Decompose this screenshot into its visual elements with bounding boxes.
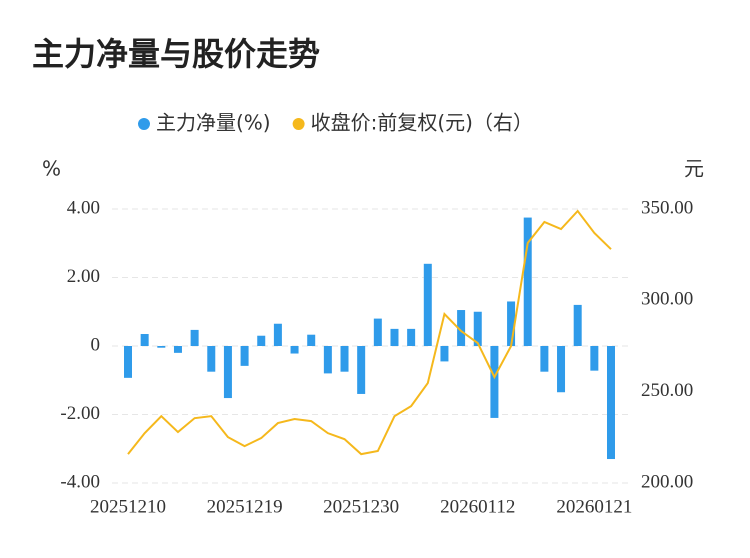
y2-tick-label: 300.00 [641,289,693,310]
bar [223,346,232,399]
bar [373,318,382,346]
bar [590,346,599,371]
legend-label: 主力净量(%) [156,111,271,135]
bar [340,346,349,372]
bar [207,346,216,372]
bar [440,346,449,362]
bar [240,346,249,366]
bar [124,346,132,378]
bar [407,328,416,346]
bar [157,346,166,348]
x-tick-label: 20260121 [556,496,632,517]
bar [557,346,566,393]
legend-marker [292,118,305,130]
y-axis-label: % [42,157,61,181]
bar [257,335,266,346]
bar [190,329,199,346]
y-tick-label: 4.00 [67,197,100,218]
bar [490,346,499,418]
legend-label: 收盘价:前复权(元)（右） [311,111,533,135]
y2-tick-label: 200.00 [641,471,693,492]
y-tick-label: -2.00 [60,403,100,424]
bar [273,323,282,346]
y2-tick-label: 350.00 [641,197,693,218]
bar [507,301,516,346]
y-tick-label: 0 [91,334,101,355]
bar [140,334,149,346]
bar [173,346,182,353]
bar [323,346,332,374]
bar [290,346,299,354]
y2-axis-label: 元 [684,157,704,181]
bar [357,346,366,394]
y2-tick-label: 250.00 [641,380,693,401]
bar [423,263,432,346]
bar [457,310,466,346]
bar [473,311,482,346]
x-tick-label: 20251219 [207,496,283,517]
y-tick-label: -4.00 [60,471,100,492]
bar [523,217,532,346]
price-line [127,209,612,456]
y-tick-label: 2.00 [67,266,100,287]
x-tick-label: 20251230 [323,496,399,517]
legend-marker [138,118,150,130]
bar [540,346,549,372]
bar [390,328,399,346]
x-tick-label: 20260112 [440,496,515,517]
bar [607,346,615,460]
chart-title: 主力净量与股价走势 [32,35,320,73]
bar [573,304,582,346]
x-tick-label: 20251210 [90,496,166,517]
bar [307,334,316,346]
